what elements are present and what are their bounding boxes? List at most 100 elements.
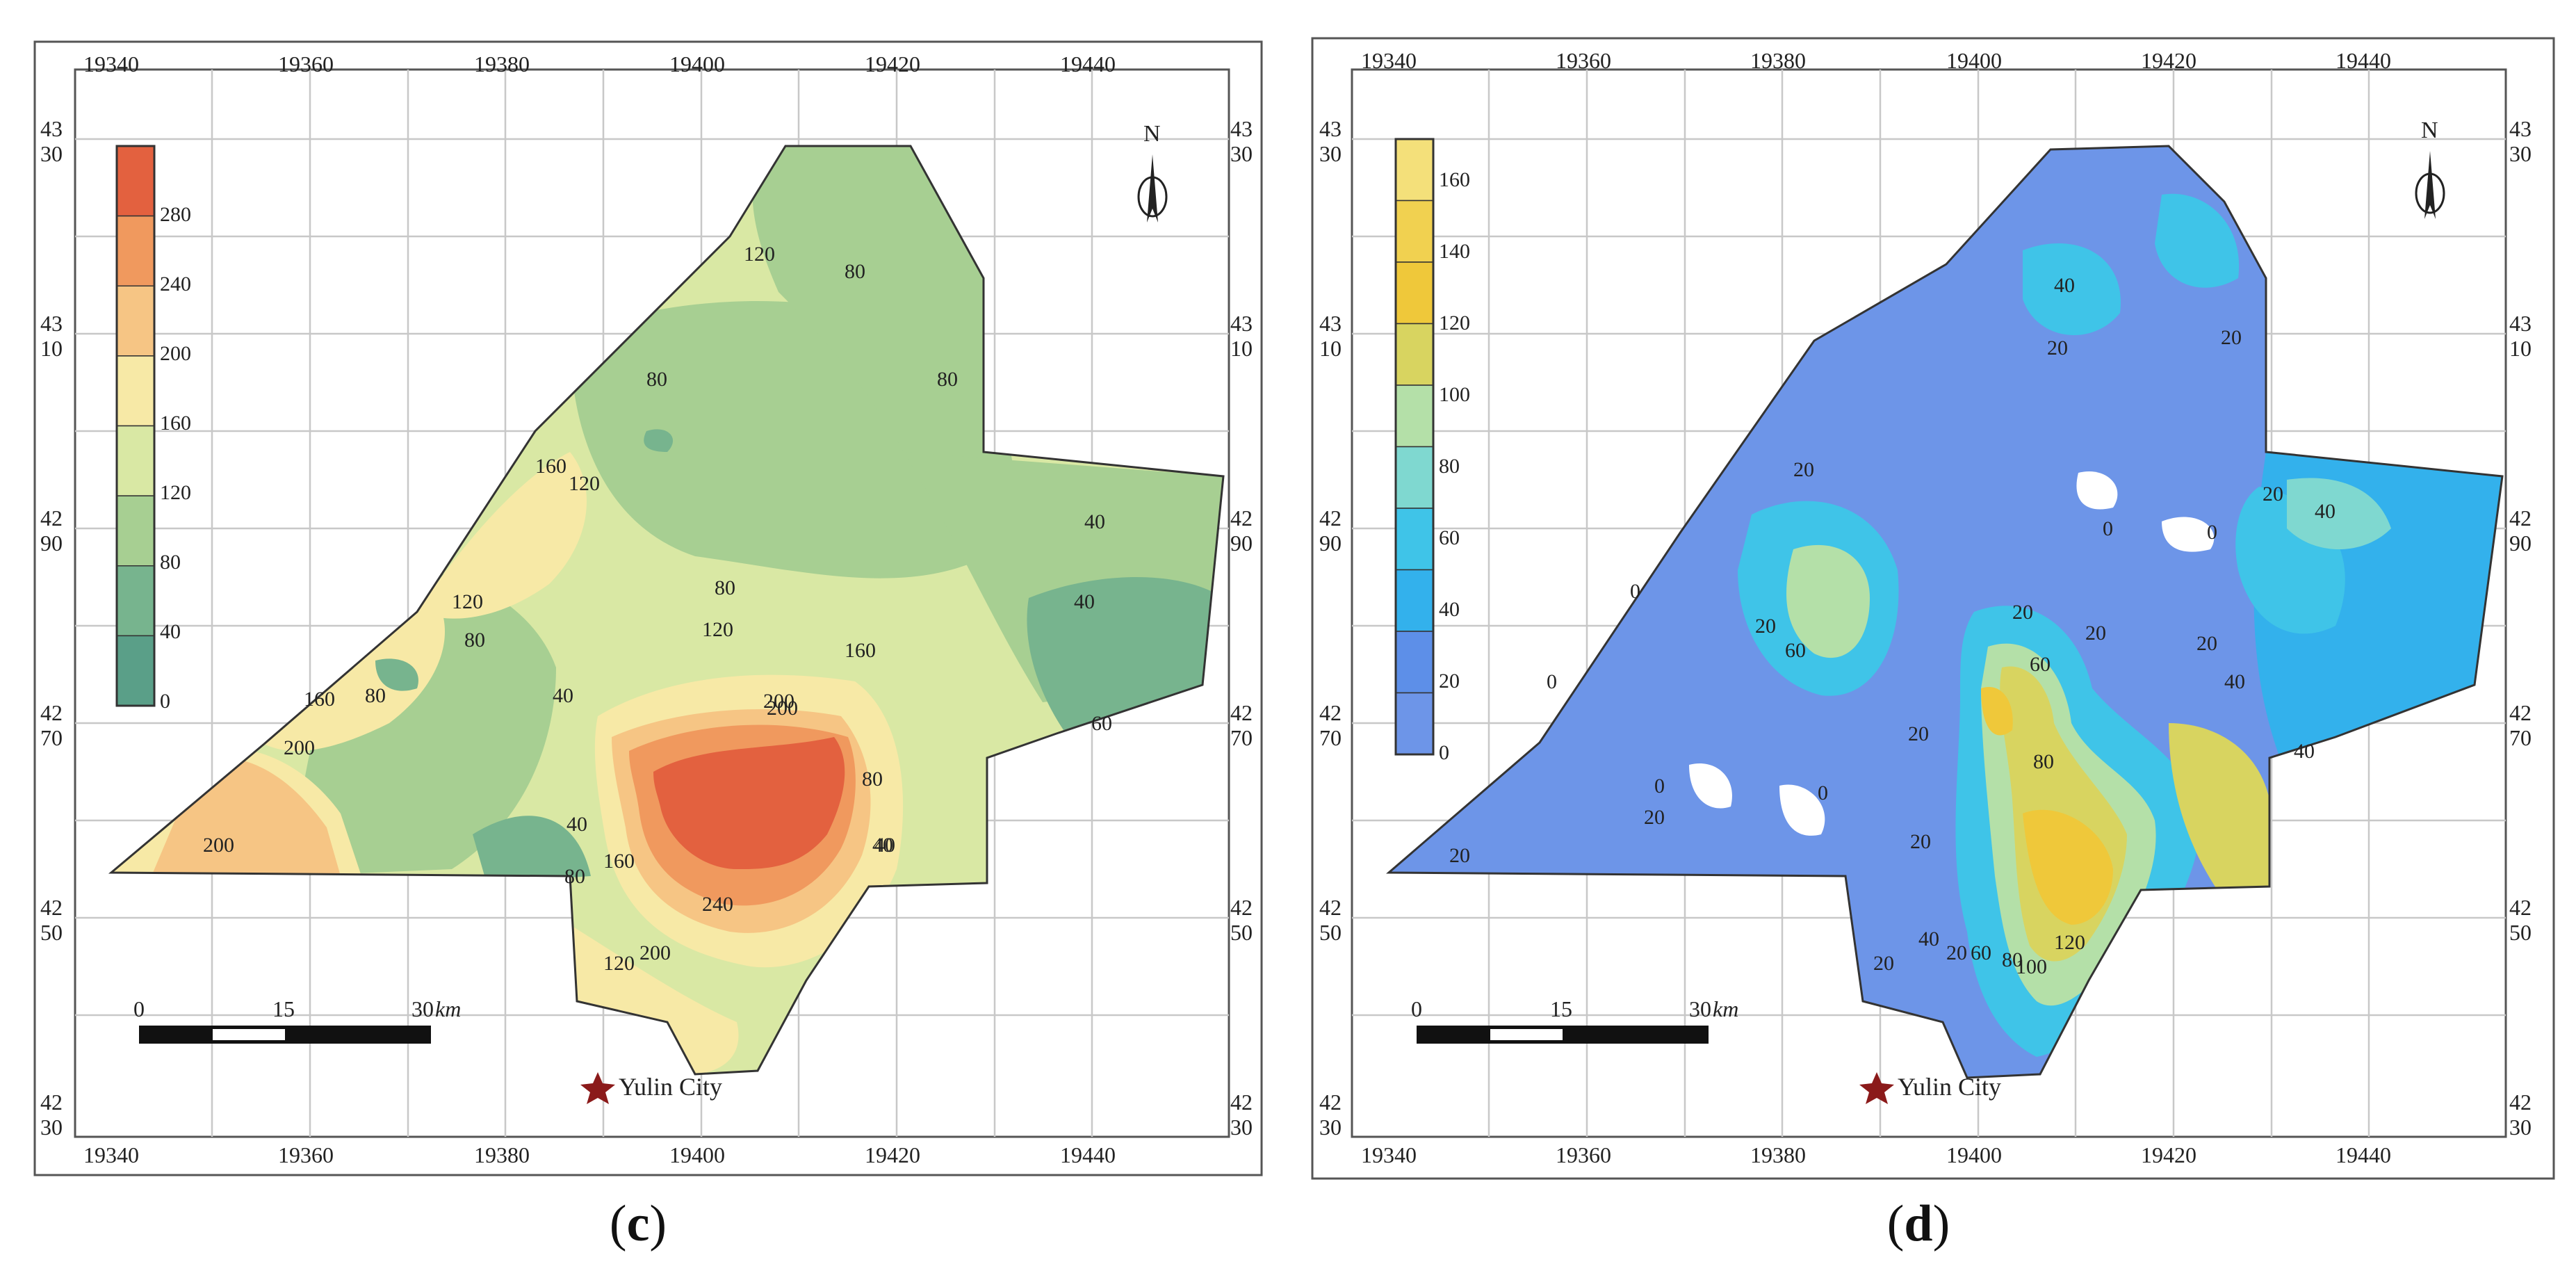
y-tick-label: 50 [40, 920, 63, 945]
y-tick-label: 43 [2509, 311, 2532, 336]
y-tick-label: 42 [2509, 895, 2532, 920]
x-tick-label: 19340 [83, 1142, 139, 1167]
y-tick-label: 42 [2509, 1090, 2532, 1115]
y-tick-label: 70 [40, 725, 63, 750]
x-tick-label: 19440 [2335, 1142, 2391, 1167]
contour-label: 60 [1971, 941, 1991, 964]
contour-label: 40 [1084, 510, 1105, 533]
contour-label: 160 [603, 850, 635, 873]
contour-label: 80 [845, 260, 865, 283]
y-tick-label: 50 [1230, 920, 1253, 945]
legend-swatch [1395, 446, 1434, 509]
legend-swatch [1395, 631, 1434, 694]
panel-d: 40 20 20 20 40 20 0 0 0 20 60 20 60 20 2… [1311, 37, 2555, 1180]
legend-label: 120 [160, 481, 191, 504]
y-tick-label: 43 [1230, 116, 1253, 141]
legend-swatch [1395, 323, 1434, 386]
panel-c-x-ticks-bottom: 19340 19360 19380 19400 19420 19440 [83, 1142, 1116, 1167]
x-tick-label: 19400 [1946, 1142, 2002, 1167]
x-tick-label: 19380 [1750, 48, 1806, 73]
legend-swatches [116, 145, 155, 706]
contour-label: 20 [1908, 722, 1929, 745]
contour-label: 0 [1654, 775, 1665, 798]
legend-label: 80 [1439, 455, 1460, 478]
contour-label: 40 [2054, 274, 2075, 297]
panel-c: 120 80 80 80 160 120 120 80 80 40 40 120… [33, 40, 1263, 1176]
contour-label: 40 [566, 813, 587, 836]
contour-label: 0 [2103, 517, 2113, 540]
scale-label: 0 [1411, 996, 1422, 1021]
legend-swatch [1395, 200, 1434, 263]
y-tick-label: 30 [2509, 1115, 2532, 1140]
panel-c-caption: (c) [609, 1195, 667, 1252]
city-label: Yulin City [619, 1073, 722, 1101]
panel-c-scale-bar: 0 15 30 km [133, 996, 461, 1044]
legend-swatch [116, 285, 155, 357]
contour-label: 120 [569, 472, 600, 495]
legend-swatch [116, 215, 155, 286]
y-tick-label: 42 [1230, 700, 1253, 725]
legend-swatch [1395, 508, 1434, 571]
y-tick-label: 42 [1319, 700, 1342, 725]
contour-label: 80 [564, 865, 585, 888]
y-tick-label: 42 [2509, 700, 2532, 725]
y-tick-label: 30 [1319, 141, 1342, 166]
panel-d-y-ticks-left: 43 30 43 10 42 90 42 70 42 50 42 30 [1319, 116, 1342, 1140]
contour-label: 80 [2033, 750, 2054, 773]
contour-label: 20 [1946, 941, 1967, 964]
contour-label: 120 [603, 952, 635, 975]
panel-d-x-ticks-top: 19340 19360 19380 19400 19420 19440 [1361, 48, 2391, 73]
scale-label: 15 [272, 996, 295, 1021]
contour-label: 40 [874, 834, 895, 857]
legend-label: 40 [1439, 598, 1460, 621]
y-tick-label: 42 [1319, 1090, 1342, 1115]
contour-label: 60 [1785, 639, 1806, 662]
scale-label: 30 [1689, 996, 1711, 1021]
y-tick-label: 90 [40, 531, 63, 556]
contour-label: 240 [702, 893, 733, 916]
scale-label: 30 [411, 996, 434, 1021]
x-tick-label: 19360 [1556, 48, 1611, 73]
panel-d-city: Yulin City [1859, 1072, 2001, 1104]
contour-label: 80 [2002, 948, 2023, 971]
contour-label: 80 [862, 768, 883, 791]
panel-d-x-ticks-bottom: 19340 19360 19380 19400 19420 19440 [1361, 1142, 2391, 1167]
x-tick-label: 19380 [474, 51, 530, 76]
contour-label: 40 [1074, 590, 1095, 613]
contour-label: 200 [767, 697, 798, 720]
contour-label: 80 [937, 368, 958, 391]
x-tick-label: 19440 [2335, 48, 2391, 73]
legend-label: 200 [160, 342, 191, 365]
north-label: N [2421, 118, 2438, 143]
panel-c-y-ticks-right: 43 30 43 10 42 90 42 70 42 50 42 30 [1230, 116, 1253, 1140]
panel-d-map-frame [1351, 68, 2507, 1138]
panel-c-y-ticks-left: 43 30 43 10 42 90 42 70 42 50 42 30 [40, 116, 63, 1140]
contour-label: 40 [2294, 740, 2315, 763]
y-tick-label: 10 [1230, 336, 1253, 361]
panel-d-contour-labels: 40 20 20 20 40 20 0 0 0 20 60 20 60 20 2… [1449, 274, 2335, 978]
contour-label: 100 [2016, 955, 2047, 978]
north-arrow-icon: N [2415, 118, 2445, 219]
star-icon [580, 1072, 615, 1104]
legend-label: 140 [1439, 240, 1470, 263]
legend-label: 20 [1439, 670, 1460, 693]
y-tick-label: 42 [1230, 895, 1253, 920]
panel-d-y-ticks-right: 43 30 43 10 42 90 42 70 42 50 42 30 [2509, 116, 2532, 1140]
legend-swatch [116, 425, 155, 496]
y-tick-label: 30 [1230, 1115, 1253, 1140]
contour-label: 200 [639, 941, 671, 964]
panel-c-city: Yulin City [580, 1072, 722, 1104]
contour-label: 20 [1793, 458, 1814, 481]
scale-unit: km [1713, 996, 1738, 1021]
legend-swatch [1395, 261, 1434, 325]
x-tick-label: 19440 [1060, 51, 1116, 76]
contour-label: 20 [1644, 806, 1665, 829]
caption-letter: c [626, 1195, 650, 1252]
contour-label: 160 [535, 455, 566, 478]
panel-d-scale-bar: 0 15 30 km [1411, 996, 1738, 1044]
contour-label: 200 [763, 690, 794, 713]
contour-label: 80 [464, 629, 485, 651]
contour-label: 20 [1449, 844, 1470, 867]
legend-label: 100 [1439, 383, 1470, 406]
